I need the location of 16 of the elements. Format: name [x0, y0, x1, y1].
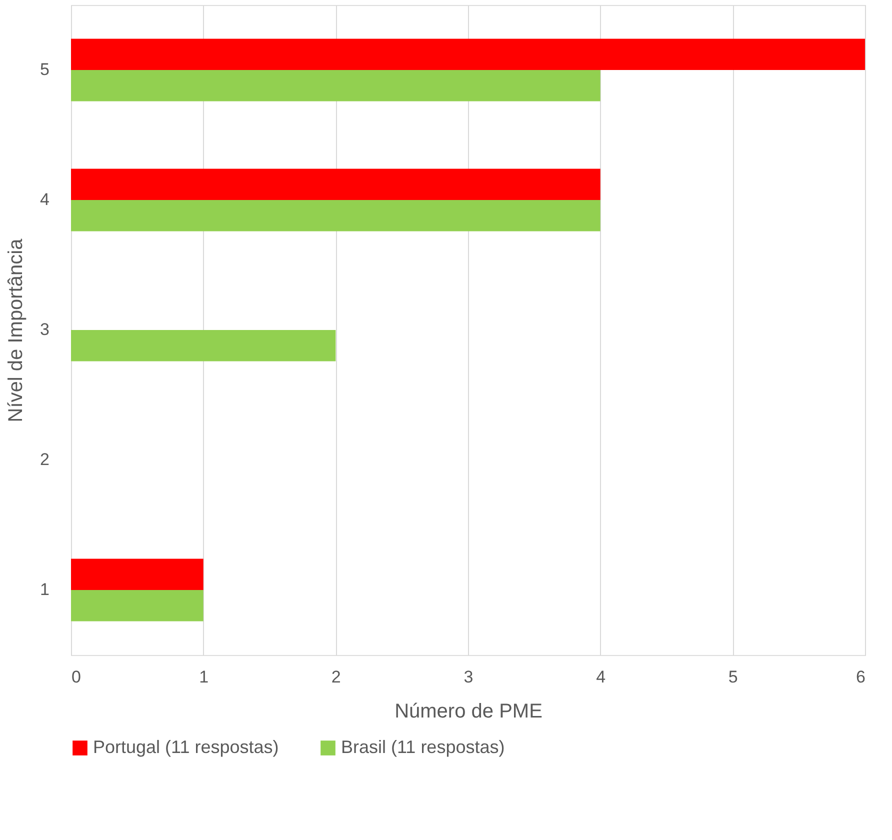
y-tick-label: 4 — [40, 190, 50, 209]
legend-label: Portugal (11 respostas) — [93, 737, 279, 757]
x-tick-label: 1 — [199, 668, 209, 686]
x-tick-label: 3 — [464, 668, 474, 686]
x-tick-label: 5 — [728, 668, 738, 686]
y-axis-title: Nível de Importância — [5, 238, 28, 422]
x-tick-label: 4 — [596, 668, 606, 686]
legend-label: Brasil (11 respostas) — [341, 737, 505, 757]
y-tick-label: 1 — [40, 580, 50, 599]
x-tick-label: 6 — [856, 668, 866, 686]
x-axis-title: Número de PME — [394, 700, 542, 722]
x-tick-label: 0 — [72, 668, 81, 686]
x-tick-label: 2 — [331, 668, 341, 686]
y-tick-label: 5 — [40, 60, 50, 79]
y-tick-label: 2 — [40, 450, 50, 469]
y-tick-label: 3 — [40, 320, 50, 339]
